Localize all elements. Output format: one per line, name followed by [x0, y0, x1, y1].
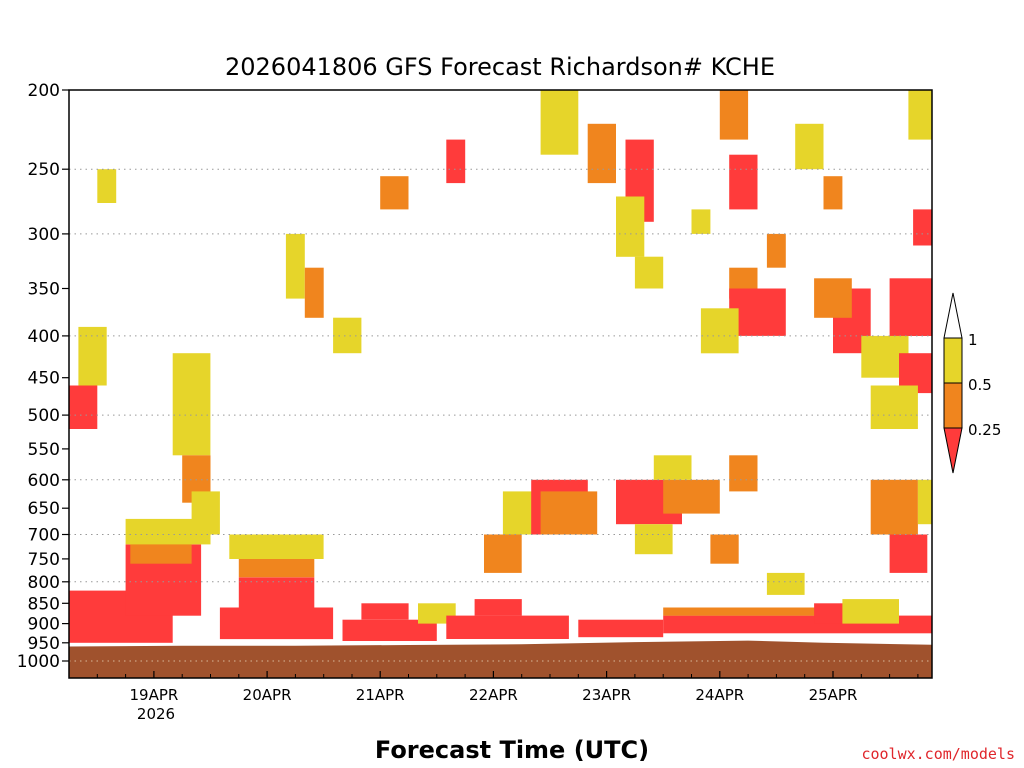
x-tick-label-24APR: 24APR: [695, 686, 744, 704]
ri-region-high-47: [616, 196, 645, 257]
ri-region-high-6: [172, 353, 211, 456]
y-tick-label-350: 350: [28, 280, 60, 300]
ri-region-mid-30: [729, 455, 758, 492]
ri-region-low-54: [446, 139, 466, 184]
x-tick-label-20APR: 20APR: [243, 686, 292, 704]
ri-region-high-12: [229, 534, 324, 559]
ri-region-high-31: [766, 572, 805, 595]
ri-region-mid-21: [540, 491, 598, 535]
ri-regions: [69, 90, 932, 643]
pressure-gridlines: [69, 168, 932, 662]
credit-text: coolwx.com/models: [861, 745, 1015, 763]
y-tick-label-800: 800: [28, 573, 60, 593]
ri-region-mid-53: [380, 176, 409, 210]
legend-swatch-mid: [943, 382, 963, 429]
ri-region-mid-63: [766, 233, 786, 268]
ri-region-high-42: [870, 385, 918, 429]
legend-bottom-arrow: [943, 427, 963, 474]
legend-label-0.5: 0.5: [968, 376, 992, 394]
ri-region-high-36: [917, 479, 932, 525]
x-axis-label: Forecast Time (UTC): [375, 736, 649, 764]
ri-region-low-35: [889, 534, 928, 573]
ri-region-mid-56: [304, 267, 324, 318]
legend-label-0.25: 0.25: [968, 421, 1001, 439]
ri-region-high-59: [795, 123, 824, 170]
y-tick-label-550: 550: [28, 440, 60, 460]
y-tick-label-500: 500: [28, 406, 60, 426]
ri-region-high-33: [842, 599, 899, 624]
ri-region-high-8: [191, 491, 220, 535]
y-tick-label-400: 400: [28, 327, 60, 347]
x-tick-label-25APR: 25APR: [809, 686, 858, 704]
plot-area: [68, 89, 933, 679]
ground-surface: [69, 640, 932, 678]
y-tick-label-700: 700: [28, 526, 60, 546]
y-tick-label-900: 900: [28, 615, 60, 635]
ri-region-low-17: [474, 599, 522, 616]
ri-region-low-13: [342, 619, 437, 641]
ri-region-mid-38: [814, 278, 852, 318]
ri-region-low-16: [446, 615, 569, 639]
legend-label-1: 1: [968, 331, 978, 349]
x-tick-label-19APR: 19APR: [129, 686, 178, 704]
x-tick-label-22APR: 22APR: [469, 686, 518, 704]
ri-region-high-5: [78, 326, 107, 386]
ri-region-high-58: [97, 169, 117, 203]
ri-region-mid-18: [484, 534, 522, 573]
ri-region-mid-25: [663, 479, 720, 514]
ri-region-low-44: [729, 288, 786, 336]
legend-swatch-high: [943, 337, 963, 384]
ri-region-high-52: [540, 90, 579, 155]
ri-region-low-62: [913, 209, 932, 246]
ri-region-high-26: [653, 455, 692, 480]
ri-region-high-50: [634, 256, 664, 289]
y-axis-ticks: 200 250 300 350 400 450 500 550 600 650 700 750 8008…: [17, 81, 69, 672]
y-tick-label-750: 750: [28, 550, 60, 570]
legend-top-arrow: [943, 292, 963, 339]
ri-region-mid-34: [870, 479, 918, 535]
y-tick-label-200: 200: [28, 81, 60, 101]
x-tick-label-23APR: 23APR: [582, 686, 631, 704]
ri-region-high-55: [285, 233, 305, 299]
legend: 1 0.5 0.25: [943, 292, 1001, 474]
y-tick-label-600: 600: [28, 471, 60, 491]
ri-region-low-39: [889, 278, 932, 336]
chart-title: 2026041806 GFS Forecast Richardson# KCHE: [225, 53, 775, 81]
y-tick-label-650: 650: [28, 499, 60, 519]
ri-region-low-10: [238, 577, 315, 608]
ri-region-low-4: [69, 385, 98, 429]
y-tick-label-450: 450: [28, 369, 60, 389]
y-tick-label-1000: 1000: [17, 652, 60, 672]
y-tick-label-850: 850: [28, 594, 60, 614]
y-tick-label-300: 300: [28, 225, 60, 245]
ri-region-mid-60: [823, 176, 843, 210]
year-label: 2026: [137, 705, 175, 723]
x-tick-label-21APR: 21APR: [356, 686, 405, 704]
ri-region-high-15: [418, 603, 456, 624]
y-tick-label-950: 950: [28, 634, 60, 654]
ri-region-mid-51: [587, 123, 616, 184]
ri-region-low-9: [219, 607, 334, 640]
ri-region-high-57: [333, 317, 362, 354]
ri-region-low-14: [361, 603, 409, 620]
ri-region-mid-28: [663, 607, 824, 616]
ri-region-low-22: [578, 619, 664, 638]
ri-region-high-61: [908, 90, 932, 140]
ri-region-mid-49: [719, 90, 749, 140]
ri-region-low-48: [729, 154, 758, 210]
ri-region-high-64: [691, 209, 711, 234]
ri-region-high-45: [700, 308, 739, 354]
ri-region-mid-11: [238, 558, 315, 578]
ri-region-mid-29: [710, 534, 739, 564]
x-axis-ticks: 19APR 20APR 21APR 22APR 23APR 24APR 25APR: [96, 671, 919, 704]
ri-region-high-24: [634, 524, 673, 555]
y-tick-label-250: 250: [28, 160, 60, 180]
